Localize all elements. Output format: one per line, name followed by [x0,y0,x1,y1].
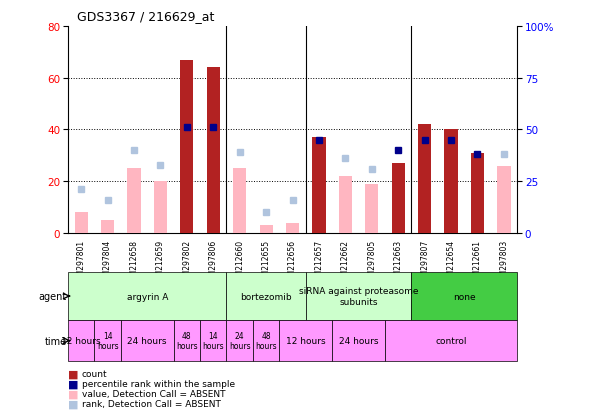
Bar [226,273,306,320]
Text: ■: ■ [68,389,79,399]
Bar [68,320,95,361]
Bar [444,130,457,233]
Text: bortezomib: bortezomib [241,292,292,301]
Bar [154,182,167,233]
Text: 12 hours: 12 hours [61,336,101,345]
Text: GDS3367 / 216629_at: GDS3367 / 216629_at [77,10,214,23]
Bar [471,153,484,233]
Bar [207,68,220,233]
Bar [385,320,517,361]
Bar [68,273,226,320]
Text: 14
hours: 14 hours [203,331,224,350]
Bar [339,177,352,233]
Text: siRNA against proteasome
subunits: siRNA against proteasome subunits [299,287,418,306]
Bar [180,60,193,233]
Bar [226,320,253,361]
Text: ■: ■ [68,369,79,379]
Bar [497,166,511,233]
Bar [233,169,246,233]
Bar [200,320,226,361]
Bar [95,320,121,361]
Text: 24 hours: 24 hours [128,336,167,345]
Text: ■: ■ [68,379,79,389]
Text: 24
hours: 24 hours [229,331,251,350]
Bar [411,273,517,320]
Text: control: control [436,336,467,345]
Bar [280,320,332,361]
Bar [392,164,405,233]
Bar [286,223,299,233]
Text: count: count [82,369,107,378]
Text: value, Detection Call = ABSENT: value, Detection Call = ABSENT [82,389,225,398]
Bar [313,138,326,233]
Bar [306,273,411,320]
Bar [174,320,200,361]
Bar [259,225,272,233]
Bar [418,125,431,233]
Bar [332,320,385,361]
Bar [121,320,174,361]
Text: ■: ■ [68,399,79,408]
Text: 12 hours: 12 hours [286,336,326,345]
Text: 24 hours: 24 hours [339,336,378,345]
Text: rank, Detection Call = ABSENT: rank, Detection Call = ABSENT [82,399,220,408]
Bar [101,221,114,233]
Text: 48
hours: 48 hours [255,331,277,350]
Text: time: time [44,336,67,346]
Text: none: none [453,292,476,301]
Bar [74,213,88,233]
Bar [253,320,280,361]
Bar [365,184,378,233]
Text: 48
hours: 48 hours [176,331,197,350]
Bar [128,169,141,233]
Text: agent: agent [38,291,67,301]
Text: 14
hours: 14 hours [97,331,118,350]
Text: argyrin A: argyrin A [126,292,168,301]
Text: percentile rank within the sample: percentile rank within the sample [82,379,235,388]
